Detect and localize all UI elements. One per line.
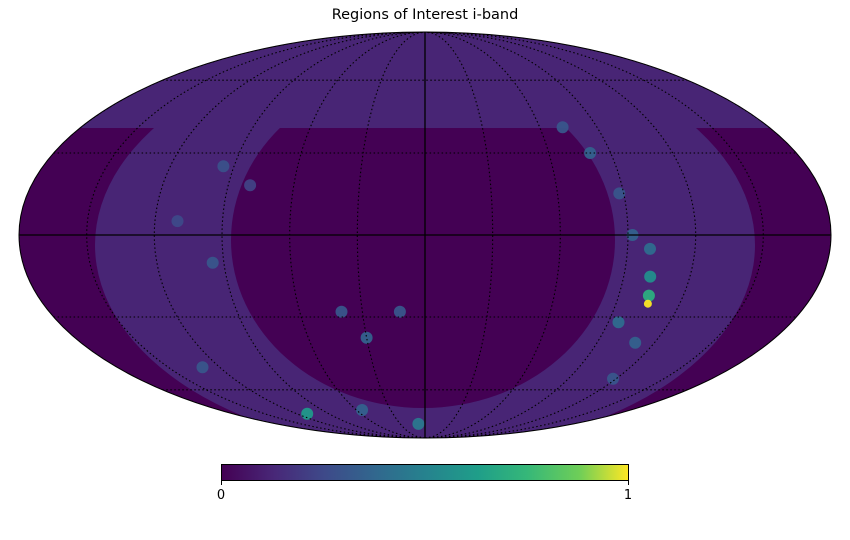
roi-region bbox=[196, 361, 209, 374]
roi-region bbox=[206, 256, 219, 269]
roi-region bbox=[644, 270, 657, 283]
colorbar-tick-min bbox=[221, 480, 222, 485]
roi-region bbox=[612, 316, 625, 329]
east-empty-region bbox=[760, 128, 831, 428]
roi-region bbox=[335, 305, 348, 318]
roi-region bbox=[412, 417, 425, 430]
graticule-meridian bbox=[356, 32, 426, 438]
roi-region bbox=[301, 407, 314, 420]
roi-region bbox=[643, 299, 652, 308]
roi-region bbox=[642, 289, 655, 302]
colorbar-label-min: 0 bbox=[216, 488, 226, 503]
roi-region bbox=[613, 187, 626, 200]
roi-region bbox=[607, 372, 619, 385]
roi-region bbox=[244, 179, 257, 192]
graticule-meridian bbox=[153, 32, 426, 438]
survey-band-hole bbox=[231, 72, 615, 408]
roi-region bbox=[217, 160, 230, 173]
roi-region bbox=[393, 305, 406, 318]
colorbar bbox=[221, 464, 629, 481]
chart-title: Regions of Interest i-band bbox=[331, 7, 519, 23]
roi-region bbox=[629, 336, 642, 349]
graticule-meridian bbox=[86, 32, 426, 438]
graticule-meridian bbox=[424, 32, 494, 438]
colorbar-tick-max bbox=[628, 480, 629, 485]
colorbar-label-max: 1 bbox=[623, 488, 633, 503]
roi-region bbox=[644, 242, 656, 255]
roi-region bbox=[356, 404, 369, 416]
west-empty-region bbox=[19, 128, 95, 428]
graticule-meridian bbox=[424, 32, 697, 438]
roi-region bbox=[171, 215, 184, 228]
roi-region bbox=[556, 121, 569, 134]
graticule-meridian bbox=[424, 32, 764, 438]
roi-region bbox=[360, 331, 373, 344]
